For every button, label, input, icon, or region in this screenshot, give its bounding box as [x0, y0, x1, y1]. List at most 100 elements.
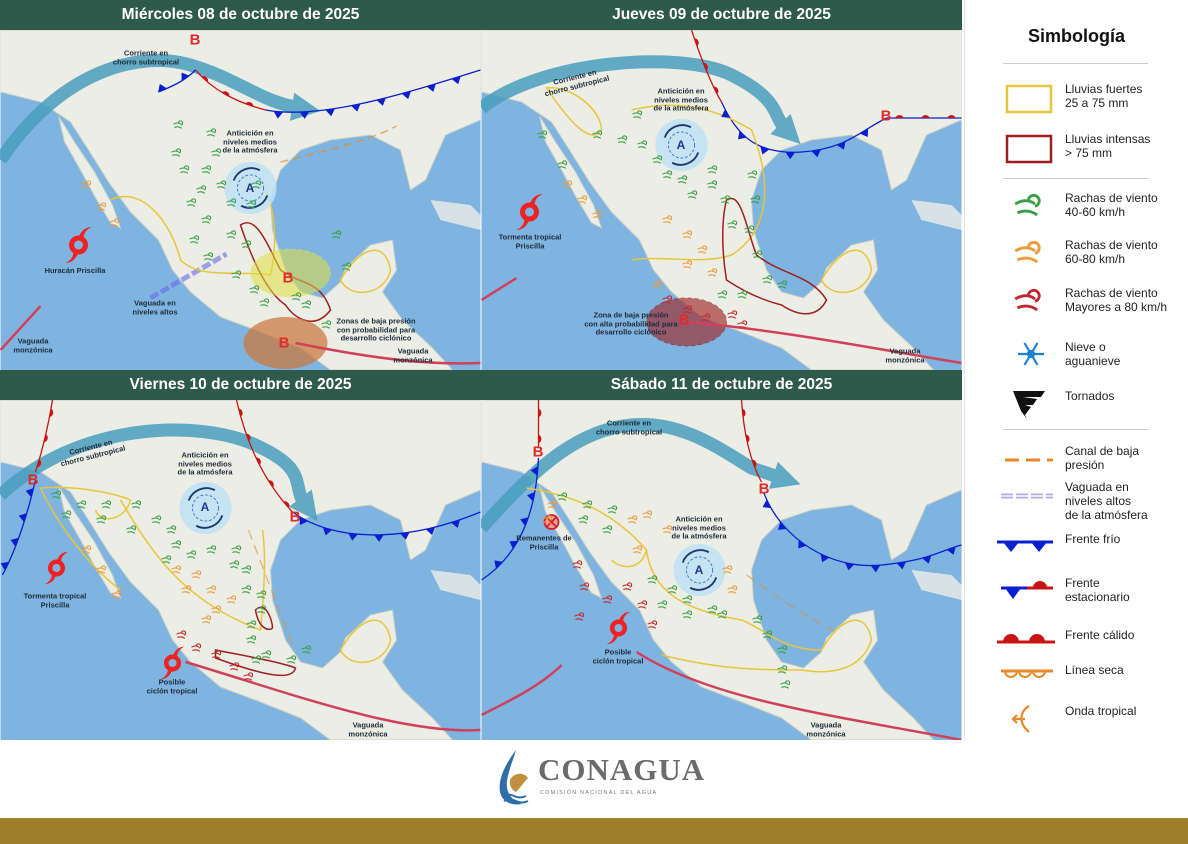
cold-front-triangle [426, 83, 436, 92]
cold-front-triangle [325, 108, 335, 117]
weather-map: B B B A Corriente en chorro subtropical … [0, 30, 481, 370]
legend-item: Vaguada en niveles altos de la atmósfera [965, 480, 1188, 522]
cold-front-triangle [10, 537, 19, 547]
warm-front-semicircle [246, 433, 251, 442]
cold-front-triangle [527, 491, 535, 502]
warm-front-semicircle [43, 434, 48, 443]
legend-item-label: Rachas de viento Mayores a 80 km/h [1065, 286, 1168, 314]
cold-front-triangle [299, 111, 310, 119]
warm-front-semicircle [238, 408, 243, 417]
cold-front-triangle [181, 72, 190, 82]
legend-item-label: Frente cálido [1065, 628, 1135, 642]
cold-front-triangle [836, 141, 846, 150]
legend-item: Frente cálido [965, 628, 1188, 668]
low-pressure-center: B [758, 480, 770, 498]
intense-rain-area [722, 197, 828, 315]
cold-front-icon [997, 540, 1053, 552]
jet-stream-label: Corriente en chorro subtropical [112, 48, 180, 66]
brand-name: CONAGUA [538, 752, 706, 787]
divider [1003, 178, 1148, 179]
cold-front-triangle [922, 555, 932, 564]
cold-front [265, 69, 481, 113]
panel-thursday: Jueves 09 de octubre de 2025 B B A Corri… [481, 0, 962, 370]
cold-front-triangle [273, 111, 284, 119]
warm-front-semicircle [245, 102, 254, 107]
low-zone-label: Zona de baja presión con alta probabilid… [584, 310, 678, 337]
warm-front [195, 69, 266, 111]
footer-gold-bar [0, 818, 1188, 844]
cold-front-triangle [798, 540, 807, 549]
warm-front-semicircle [921, 115, 930, 118]
cold-front-triangle [351, 103, 361, 112]
cold-front-triangle [299, 516, 308, 526]
panel-saturday: Sábado 11 de octubre de 2025 B B A Corri… [481, 370, 962, 740]
warm-front-semicircle [36, 459, 42, 468]
warm-front [34, 400, 54, 473]
high-pressure-center: A [245, 181, 255, 195]
monsoon-label: Vaguada monzónica [348, 720, 388, 738]
cold-front-triangle [946, 546, 956, 555]
anticyclone-label: Anticición en niveles medios de la atmós… [653, 86, 709, 113]
cold-front-triangle [738, 131, 747, 140]
panel-title: Viernes 10 de octubre de 2025 [0, 370, 481, 400]
cold-front-triangle [870, 565, 881, 573]
legend-item: Frente estacionario [965, 576, 1188, 616]
cold-front-triangle [400, 532, 410, 540]
panel-friday: Viernes 10 de octubre de 2025 B B A Corr… [0, 370, 481, 740]
warm-front-semicircle [742, 408, 746, 418]
cold-front-triangle [859, 128, 869, 137]
legend-item-label: Línea seca [1065, 663, 1124, 677]
brand-subtitle: COMISIÓN NACIONAL DEL AGUA [540, 790, 658, 796]
low-pressure-center: B [289, 508, 301, 526]
double-dashed-line-icon [1001, 493, 1053, 499]
cyclone-label: Posible ciclón tropical [592, 647, 644, 665]
weather-map: B B A Corriente en chorro subtropical An… [481, 400, 962, 740]
warm-front-semicircle [538, 434, 542, 444]
monsoon-trough [185, 660, 481, 732]
cold-front-triangle [374, 534, 384, 542]
panel-title: Miércoles 08 de octubre de 2025 [0, 0, 481, 30]
cold-front-triangle [811, 149, 821, 158]
yellow-rect-icon [1005, 84, 1053, 114]
conagua-logo-icon [499, 750, 529, 805]
monsoon-trough [295, 341, 481, 365]
monsoon-trough [686, 320, 962, 365]
legend-item-label: Rachas de viento 60-80 km/h [1065, 238, 1158, 266]
cold-front-triangle [844, 562, 855, 571]
monsoon-trough [0, 305, 42, 351]
cold-front-triangle [376, 97, 386, 106]
remnants-label: Remanentes de Priscilla [516, 533, 572, 551]
low-pressure-center: B [278, 334, 290, 352]
low-pressure-zone [243, 317, 328, 369]
cold-front-triangle [896, 561, 907, 570]
legend-item: Canal de baja presión [965, 444, 1188, 484]
monsoon-trough [481, 664, 563, 717]
warm-front-semicircle [201, 76, 208, 83]
warm-front-icon [997, 634, 1055, 644]
wind-gust-icon [1013, 193, 1041, 217]
low-pressure-center: B [880, 107, 892, 125]
monsoon-trough [635, 650, 962, 740]
cold-front-triangle [25, 487, 34, 498]
stationary-front-icon [1001, 581, 1053, 599]
cold-front-triangle [425, 527, 436, 535]
cold-front-triangle [721, 109, 730, 118]
low-pressure-zone [250, 248, 331, 298]
legend-title: Simbología [1027, 26, 1125, 46]
jet-stream-arrow [0, 53, 321, 164]
legend-item: Lluvias intensas > 75 mm [965, 132, 1188, 172]
dry-line-icon [1001, 669, 1053, 678]
jet-stream-arrow [481, 55, 801, 145]
legend-item: Frente frío [965, 532, 1188, 572]
low-pressure-channel [247, 529, 294, 646]
weather-map: B B A Corriente en chorro subtropical An… [0, 400, 481, 740]
legend-item-label: Vaguada en niveles altos de la atmósfera [1065, 480, 1148, 522]
cold-front-triangle [509, 540, 518, 550]
warm-front-semicircle [538, 408, 542, 418]
monsoon-label: Vaguada monzónica [13, 336, 53, 354]
cold-front-triangle [451, 76, 461, 85]
warm-front-semicircle [255, 457, 261, 466]
cold-front [720, 101, 887, 153]
cold-front-triangle [0, 561, 10, 571]
legend-item-label: Frente frío [1065, 532, 1121, 546]
